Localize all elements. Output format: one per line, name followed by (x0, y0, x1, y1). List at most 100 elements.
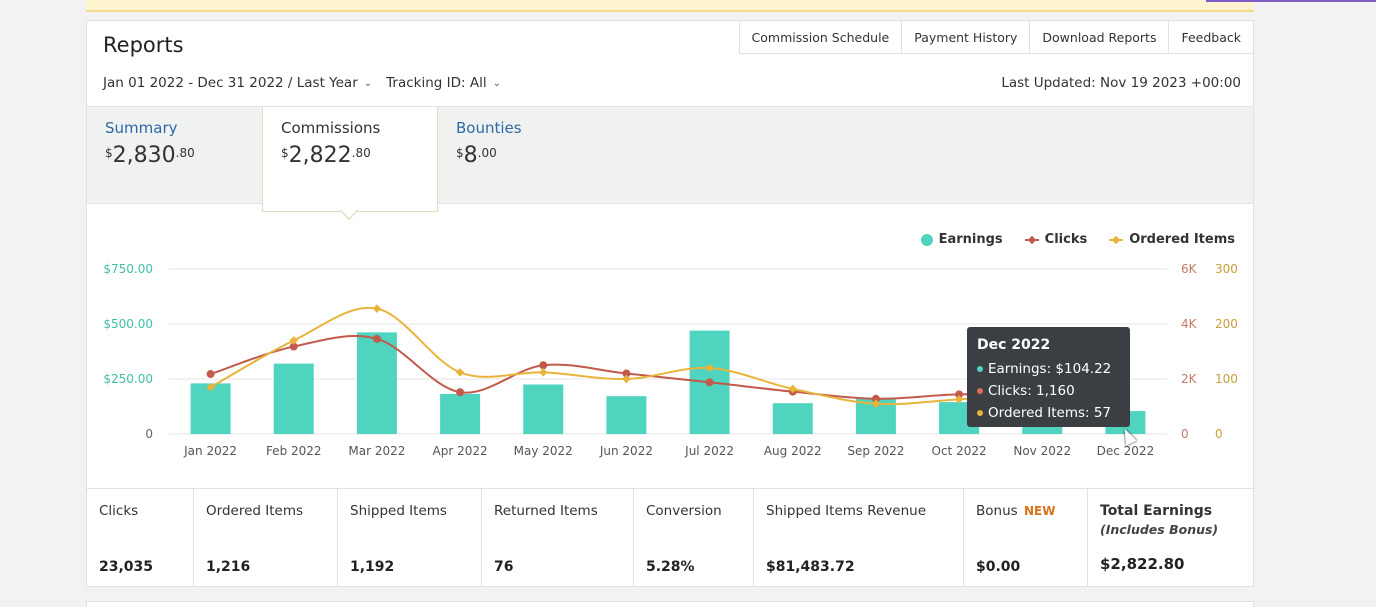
ordered-items-line (210, 306, 1126, 406)
notice-strip (86, 0, 1254, 12)
new-badge: NEW (1023, 504, 1056, 518)
tab-summary-label: Summary (105, 119, 178, 137)
download-reports-link[interactable]: Download Reports (1030, 21, 1170, 53)
x-tick-label: Apr 2022 (433, 444, 488, 458)
earnings-bar (440, 393, 481, 434)
x-tick-label: Oct 2022 (932, 444, 987, 458)
ordered-items-point (206, 383, 215, 392)
summary-tabs: Summary $2,830.80 Commissions $2,822.80 … (87, 106, 1253, 212)
earnings-dot-icon (920, 233, 933, 246)
payment-history-link[interactable]: Payment History (902, 21, 1031, 53)
clicks-point (955, 390, 964, 399)
clicks-line-icon (1024, 235, 1039, 245)
chart-legend: Earnings Clicks Ordered Items (920, 232, 1235, 247)
feedback-link[interactable]: Feedback (1181, 29, 1241, 45)
tooltip-clicks-text: Clicks: 1,160 (988, 383, 1075, 399)
stat-value: 23,035 (99, 559, 154, 575)
x-tick-label: Nov 2022 (1013, 444, 1071, 458)
tab-bounties[interactable]: Bounties $8.00 (438, 107, 614, 205)
stat-label: Conversion (646, 503, 722, 519)
tooltip-ordered: Ordered Items: 57 (977, 402, 1120, 424)
amount-main: 8 (463, 143, 478, 168)
y-right-ordered-tick-label: 0 (1215, 427, 1223, 441)
y-right-ordered-tick-label: 200 (1215, 317, 1238, 331)
stat-shipped-items: Shipped Items 1,192 (338, 489, 482, 587)
x-tick-label: Aug 2022 (764, 444, 822, 458)
x-tick-label: Dec 2022 (1097, 444, 1155, 458)
tooltip-earnings: Earnings: $104.22 (977, 358, 1120, 380)
stat-value: 5.28% (646, 559, 695, 575)
x-tick-label: Jan 2022 (183, 444, 237, 458)
clicks-line (210, 335, 1126, 404)
tab-commissions[interactable]: Commissions $2,822.80 (262, 107, 438, 212)
tab-summary[interactable]: Summary $2,830.80 (87, 107, 263, 205)
stat-label: Shipped Items (350, 503, 447, 519)
stat-sub-label: (Includes Bonus) (1100, 522, 1219, 537)
stat-value: $0.00 (976, 559, 1021, 575)
next-card (86, 601, 1254, 607)
report-links: Commission Schedule Payment History Down… (738, 21, 1253, 54)
tooltip-ordered-text: Ordered Items: 57 (988, 405, 1112, 421)
bonus-label: Bonus (976, 503, 1018, 519)
y-left-tick-label: $750.00 (103, 262, 153, 276)
stat-bonus: Bonus NEW $0.00 (964, 489, 1088, 587)
clicks-point (705, 378, 714, 387)
ordered-items-point (954, 395, 964, 404)
earnings-chart[interactable]: 0 $250.00 $500.00 $750.00 0 2K 4K 6K 0 100 200 300 J… (87, 21, 1253, 487)
y-right-clicks-tick-label: 0 (1181, 427, 1189, 441)
amount-main: 2,822 (288, 143, 352, 168)
y-left-tick-label: 0 (145, 427, 153, 441)
date-range-dropdown[interactable]: Jan 01 2022 - Dec 31 2022 / Last Year ⌄ (103, 75, 372, 91)
ordered-line-icon (1109, 235, 1124, 245)
earnings-bar (190, 383, 231, 434)
legend-ordered-label: Ordered Items (1129, 232, 1235, 247)
y-left-tick-label: $500.00 (103, 317, 153, 331)
legend-clicks-label: Clicks (1044, 232, 1088, 247)
stat-ordered-items: Ordered Items 1,216 (194, 489, 338, 587)
y-right-ordered-tick-label: 300 (1215, 262, 1238, 276)
ordered-items-point (455, 368, 465, 377)
tracking-id-label: Tracking ID: All (386, 75, 487, 91)
date-range-label: Jan 01 2022 - Dec 31 2022 / Last Year (103, 75, 358, 91)
tab-summary-amount: $2,830.80 (105, 143, 245, 168)
y-right-clicks-tick-label: 6K (1181, 262, 1198, 276)
earnings-dot-icon (977, 366, 983, 372)
clicks-dot-icon (977, 388, 983, 394)
tab-bounties-amount: $8.00 (456, 143, 596, 168)
stat-clicks: Clicks 23,035 (87, 489, 194, 587)
ordered-items-point (871, 399, 881, 408)
ordered-items-point (539, 368, 548, 377)
ordered-items-point (289, 336, 298, 345)
tab-bounties-label: Bounties (456, 119, 522, 137)
amount-main: 2,830 (112, 143, 176, 168)
ordered-items-point (705, 363, 714, 373)
clicks-point (372, 334, 381, 343)
ordered-dot-icon (977, 410, 983, 416)
chevron-down-icon: ⌄ (492, 77, 501, 89)
amount-cents: .00 (477, 146, 497, 160)
currency-symbol: $ (105, 146, 113, 160)
stat-label: Shipped Items Revenue (766, 503, 927, 519)
x-tick-label: Mar 2022 (348, 444, 405, 458)
x-tick-label: Jul 2022 (684, 444, 734, 458)
commission-schedule-link[interactable]: Commission Schedule (740, 21, 903, 53)
stat-label: Total Earnings (1100, 503, 1213, 519)
clicks-point (289, 342, 298, 351)
stats-bar: Clicks 23,035 Ordered Items 1,216 Shippe… (87, 488, 1253, 587)
legend-clicks[interactable]: Clicks (1024, 232, 1088, 247)
x-tick-label: Sep 2022 (847, 444, 904, 458)
page-title: Reports (103, 33, 184, 57)
clicks-point (456, 388, 465, 397)
ordered-items-point (788, 384, 797, 394)
stat-value: $81,483.72 (766, 559, 855, 575)
stat-label: Bonus NEW (976, 503, 1075, 519)
tab-commissions-amount: $2,822.80 (281, 143, 419, 168)
ordered-items-point (622, 374, 631, 384)
y-left-tick-label: $250.00 (103, 372, 153, 386)
legend-earnings[interactable]: Earnings (920, 232, 1003, 247)
stat-value: 1,192 (350, 559, 395, 575)
legend-ordered-items[interactable]: Ordered Items (1109, 232, 1235, 247)
x-tick-label: Jun 2022 (599, 444, 653, 458)
stat-returned-items: Returned Items 76 (482, 489, 634, 587)
tracking-id-dropdown[interactable]: Tracking ID: All ⌄ (386, 75, 501, 91)
